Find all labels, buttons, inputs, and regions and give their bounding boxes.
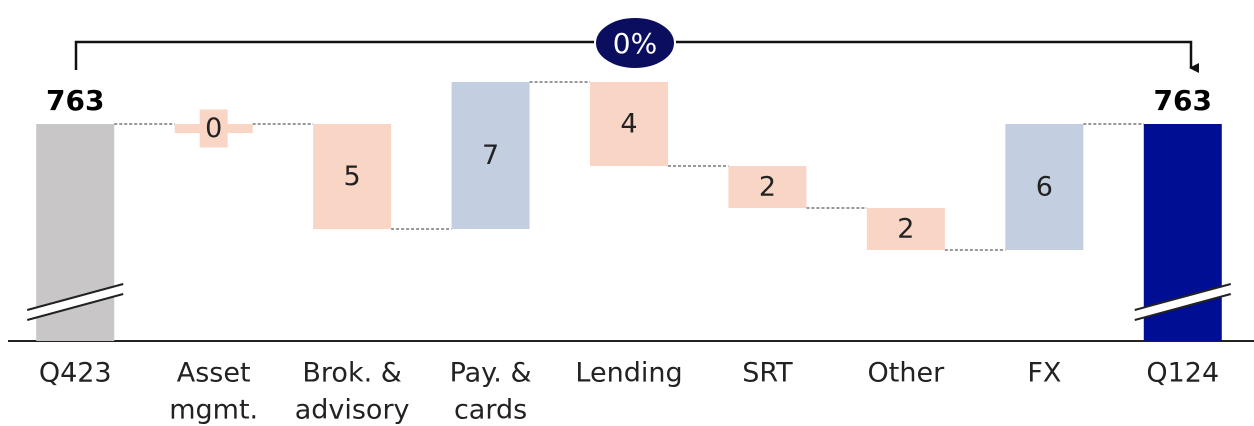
axis-break xyxy=(1134,293,1232,321)
delta-bar xyxy=(590,82,668,166)
delta-bar xyxy=(866,208,945,250)
axis-break xyxy=(26,283,124,311)
value-label: 6 xyxy=(1036,172,1053,203)
delta-bar xyxy=(728,166,807,208)
axis-break xyxy=(26,293,124,321)
value-label: 0 xyxy=(205,113,222,144)
x-tick-label: FX xyxy=(1027,358,1061,389)
x-tick-label: Brok. & xyxy=(302,358,401,389)
delta-bar xyxy=(451,82,530,229)
x-tick-label: mgmt. xyxy=(169,395,258,426)
delta-bar xyxy=(313,124,392,229)
value-label: 2 xyxy=(759,172,776,203)
x-tick-label: advisory xyxy=(295,395,410,426)
axis-break xyxy=(1134,284,1231,320)
x-tick-label: Q124 xyxy=(1146,358,1219,389)
x-tick-label: Other xyxy=(868,358,946,389)
x-tick-label: SRT xyxy=(742,358,793,389)
x-tick-label: Q423 xyxy=(39,358,112,389)
x-tick-label: Asset xyxy=(177,358,251,389)
value-label: 5 xyxy=(344,161,361,192)
x-tick-label: Pay. & xyxy=(450,358,532,389)
value-label: 4 xyxy=(620,109,637,140)
axis-break xyxy=(27,284,124,320)
change-badge xyxy=(594,16,676,70)
delta-bar xyxy=(1005,124,1084,250)
x-tick-label: Lending xyxy=(575,358,682,389)
value-label: 2 xyxy=(897,214,914,245)
x-tick-label: cards xyxy=(454,395,527,426)
label-box xyxy=(199,109,228,148)
total-label: 763 xyxy=(1154,84,1212,117)
value-label: 7 xyxy=(482,140,499,171)
total-label: 763 xyxy=(46,84,104,117)
axis-break xyxy=(1134,283,1232,311)
change-label: 0% xyxy=(613,27,657,60)
